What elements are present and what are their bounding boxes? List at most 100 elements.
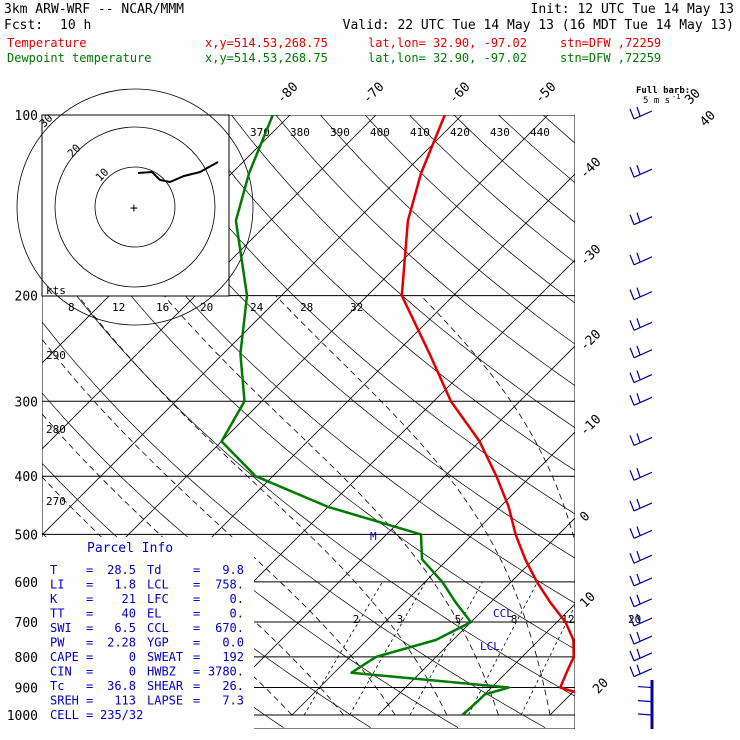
wind-barb-staff <box>633 617 653 627</box>
parcel-key: LCL <box>147 578 169 592</box>
parcel-value: 1.8 <box>114 578 136 592</box>
wind-barb <box>637 697 654 703</box>
dewpoint-station: stn=DFW ,72259 <box>560 51 662 65</box>
temperature-label: 40 <box>697 108 719 130</box>
dry-adiabat-line <box>53 115 575 604</box>
parcel-key: PW <box>50 636 65 650</box>
wind-barb-staff <box>633 321 653 331</box>
wind-barb-flag <box>629 320 635 331</box>
wind-barb <box>629 164 653 178</box>
wind-barb-flag <box>636 370 641 380</box>
hodograph-center: + <box>130 201 138 216</box>
parcel-value: 0.0 <box>222 636 244 650</box>
wind-barb-flag <box>636 631 641 642</box>
wind-barb-flag <box>636 252 641 263</box>
theta-label: 380 <box>290 126 310 139</box>
wind-barb-staff <box>633 396 653 406</box>
wind-barb <box>629 468 653 481</box>
wind-barb-flag <box>629 108 635 120</box>
wind-barb-staff <box>633 554 653 564</box>
wind-barb-flag <box>629 166 635 178</box>
wind-barb <box>629 551 653 564</box>
parcel-value: 113 <box>114 694 136 708</box>
wind-barb-flag <box>629 615 635 627</box>
wind-barb <box>629 498 653 512</box>
temperature-label: 0 <box>577 509 593 525</box>
valid-time: Valid: 22 UTC Tue 14 May 13 (16 MDT Tue … <box>342 18 734 33</box>
hodograph-box <box>41 114 230 297</box>
parcel-equals: = <box>86 607 93 621</box>
dewpoint-latlon: lat,lon= 32.90, -97.02 <box>368 51 527 65</box>
pressure-label: 100 <box>15 109 38 124</box>
wind-barb <box>629 648 653 662</box>
parcel-key: LI <box>50 578 64 592</box>
wind-barb-staff <box>633 471 653 481</box>
wind-barb-flag <box>636 287 641 297</box>
parcel-key: LAPSE <box>147 694 183 708</box>
dry-adiabat-line <box>498 115 575 184</box>
parcel-key: SHEAR <box>147 679 184 693</box>
wind-barb-flag <box>636 106 641 117</box>
upper-scale-label: 8 <box>68 301 75 314</box>
dry-adiabat-line <box>186 115 575 471</box>
wind-barb-flag <box>636 664 641 674</box>
dry-adiabat-line <box>588 115 740 728</box>
parcel-equals: = <box>193 650 200 664</box>
init-time: Init: 12 UTC Tue 14 May 13 <box>530 2 735 17</box>
moist-adiabat-line <box>77 295 448 716</box>
wind-barb-staff <box>633 374 653 384</box>
temperature-label: -20 <box>577 327 604 354</box>
temperature-label: -60 <box>446 80 473 107</box>
wind-barb-flag <box>629 552 635 564</box>
parcel-equals: = <box>193 679 200 693</box>
parcel-value: 7.3 <box>222 694 244 708</box>
wind-barb <box>629 212 653 226</box>
parcel-equals: = <box>193 578 200 592</box>
parcel-info-title: Parcel Info <box>87 541 173 556</box>
wind-barb-staff <box>633 256 653 266</box>
parcel-equals: = <box>193 621 200 635</box>
hodograph-ring <box>94 166 176 248</box>
parcel-value: 0. <box>230 592 244 606</box>
parcel-key: YGP <box>147 636 169 650</box>
parcel-equals: = <box>86 650 93 664</box>
theta-label: 400 <box>370 126 390 139</box>
dry-adiabat-line <box>231 115 575 429</box>
wind-barb-staff <box>633 349 653 359</box>
profile-annotation: CCL <box>493 607 513 620</box>
temperature-profile-line <box>400 115 575 694</box>
profile-annotation: M <box>370 530 377 543</box>
dry-adiabat-line <box>97 115 575 559</box>
parcel-equals: = <box>86 679 93 693</box>
wind-barb <box>629 573 653 587</box>
parcel-key: CAPE <box>50 650 79 664</box>
parcel-value: 6.5 <box>114 621 136 635</box>
parcel-value: 0 <box>129 665 136 679</box>
dry-adiabat-line <box>320 115 575 345</box>
wind-barb-staff <box>633 668 653 678</box>
temperature-xy: x,y=514.53,268.75 <box>205 36 328 50</box>
wind-barb-flag <box>636 212 641 222</box>
dry-adiabat-line <box>42 172 575 650</box>
profile-annotation: LCL <box>480 640 500 653</box>
parcel-equals: = <box>193 607 200 621</box>
wind-barb-flag <box>629 596 635 607</box>
mixing-ratio-label: 2 <box>353 613 360 626</box>
moist-adiabat-line <box>586 296 654 715</box>
wind-barb-flag <box>629 214 635 225</box>
isotherm-line <box>463 603 575 716</box>
parcel-value: 670. <box>215 621 244 635</box>
wind-barb-flag <box>636 648 641 659</box>
wind-barb-flag <box>637 685 653 689</box>
parcel-value: 0 <box>129 650 136 664</box>
parcel-equals: = <box>86 694 93 708</box>
wind-barb <box>629 252 653 266</box>
wind-barb <box>629 631 653 645</box>
wind-barb <box>629 526 653 539</box>
parcel-value: 3780. <box>208 665 244 679</box>
wind-barb-flag <box>629 435 635 446</box>
wind-barb-flag <box>629 666 635 677</box>
wind-barb-flag <box>629 470 635 481</box>
parcel-value: 235/32 <box>100 708 143 722</box>
